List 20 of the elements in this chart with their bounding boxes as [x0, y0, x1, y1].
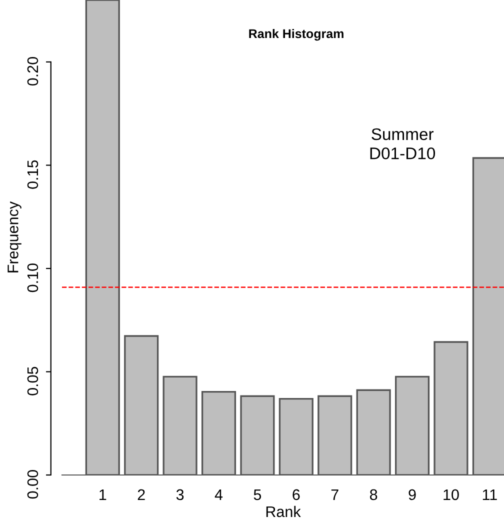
x-tick-label: 9 — [408, 489, 416, 500]
x-tick-label: 6 — [292, 489, 300, 500]
x-tick-label: 2 — [138, 489, 145, 500]
y-tick-label: 0.05 — [27, 366, 38, 396]
x-tick-label: 7 — [331, 489, 338, 500]
x-tick-label: 8 — [370, 489, 378, 500]
annotation: Summer D01-D10 — [370, 128, 436, 160]
y-tick-label: 0.20 — [27, 57, 38, 86]
text: Rank Histogram — [249, 28, 344, 41]
y-tick-label: 0.15 — [27, 160, 38, 189]
x-tick-label: 10 — [444, 489, 459, 500]
y-tick-label: 0.10 — [27, 264, 38, 292]
x-tick-label: 11 — [482, 489, 497, 500]
x-tick-label: 1 — [100, 489, 106, 500]
x-tick-label: 4 — [214, 489, 223, 500]
x-tick-label: 5 — [254, 489, 262, 500]
y-axis-title: Frequency — [8, 201, 22, 272]
x-axis-title: Rank — [266, 506, 301, 518]
x-tick-label: 3 — [176, 489, 184, 500]
y-tick-label: 0.00 — [27, 470, 38, 499]
